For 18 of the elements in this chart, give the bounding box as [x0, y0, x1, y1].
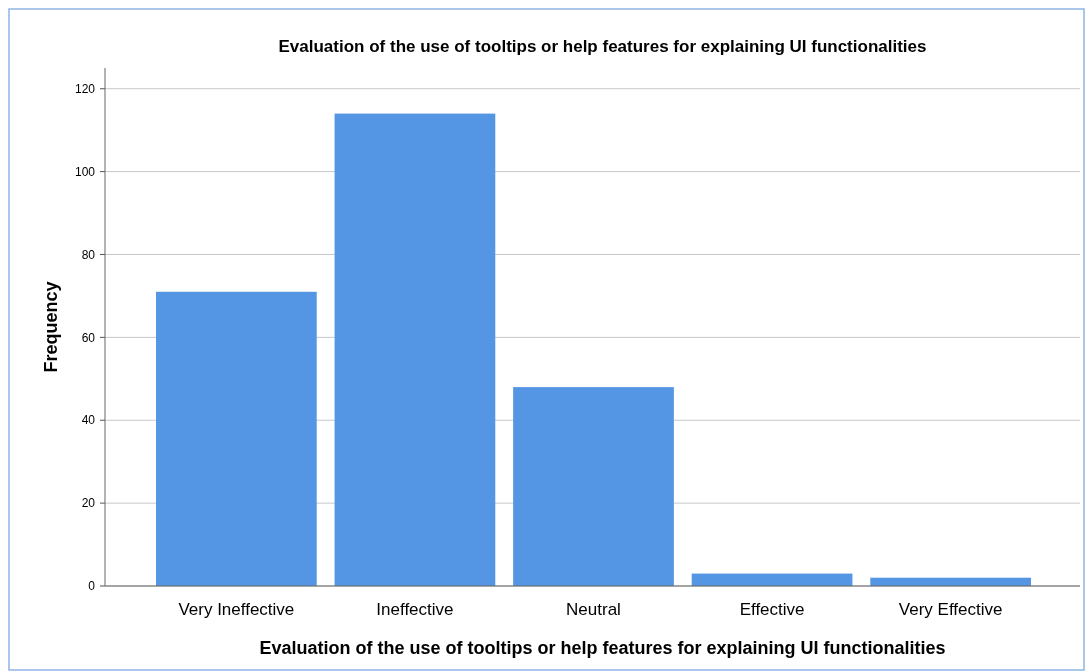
chart-title: Evaluation of the use of tooltips or help features for explaining UI functionalities: [278, 37, 927, 56]
y-tick-label: 0: [88, 579, 96, 594]
x-tick-label: Ineffective: [376, 600, 454, 619]
x-tick-label: Neutral: [566, 600, 621, 619]
y-tick-label: 20: [81, 496, 96, 511]
bar: [513, 387, 674, 586]
y-tick-label: 120: [74, 81, 96, 96]
y-tick-label: 80: [81, 247, 96, 262]
bar: [334, 113, 496, 586]
bar: [156, 291, 317, 586]
y-tick-label: 40: [81, 413, 96, 428]
y-axis-title: Frequency: [41, 281, 61, 373]
x-tick-label: Effective: [739, 600, 805, 619]
y-tick-label: 60: [81, 330, 96, 345]
x-tick-label: Very Ineffective: [178, 600, 295, 619]
y-tick-label: 100: [74, 164, 96, 179]
x-tick-label: Very Effective: [898, 600, 1003, 619]
x-axis-title: Evaluation of the use of tooltips or help features for explaining UI functionalities: [259, 638, 946, 658]
